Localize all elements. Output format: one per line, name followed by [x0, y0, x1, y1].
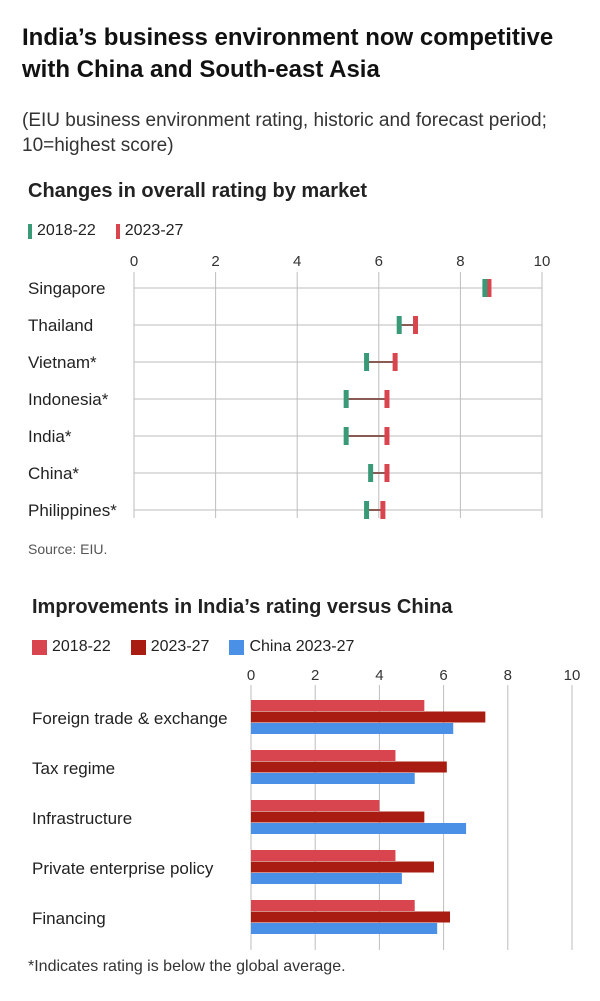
marker-2018-22: [396, 316, 402, 334]
category-label: Vietnam*: [28, 353, 97, 372]
chart2-title: Improvements in India’s rating versus Ch…: [32, 596, 453, 618]
x-tick-label: 4: [293, 253, 301, 270]
bar-2018-22: [251, 800, 380, 811]
marker-2018-22: [482, 279, 488, 297]
category-label: Infrastructure: [32, 809, 132, 828]
page-title: India’s business environment now competi…: [22, 24, 554, 83]
bar-2023-27: [251, 811, 425, 823]
legend-label: 2018-22: [52, 638, 111, 655]
marker-2018-22: [364, 353, 370, 371]
category-label: Financing: [32, 909, 106, 928]
chart2-legend: 2018-22 2023-27 China 2023-27: [32, 638, 354, 656]
chart1-legend-item-2023: 2023-27: [115, 222, 184, 240]
x-tick-label: 2: [311, 667, 319, 684]
bar-china-2023-27: [251, 923, 438, 934]
category-label: Singapore: [28, 279, 106, 298]
x-tick-label: 8: [504, 667, 512, 684]
footnote: *Indicates rating is below the global av…: [28, 958, 346, 975]
bar-2018-22: [251, 750, 396, 761]
legend-swatch-green: [28, 223, 32, 239]
marker-2018-22: [364, 501, 370, 519]
chart1-legend: 2018-22 2023-27: [28, 222, 183, 240]
x-tick-label: 4: [375, 667, 383, 684]
category-label: Private enterprise policy: [32, 859, 214, 878]
bar-china-2023-27: [251, 823, 467, 834]
bar-2023-27: [251, 911, 451, 923]
legend-label: 2023-27: [150, 638, 210, 655]
legend-swatch-red: [32, 639, 47, 655]
legend-swatch-red: [115, 223, 120, 239]
page-subtitle: (EIU business environment rating, histor…: [22, 110, 547, 156]
chart1-legend-item-2018: 2018-22: [28, 222, 96, 240]
x-tick-label: 0: [130, 253, 138, 270]
marker-2018-22: [343, 390, 349, 408]
category-label: Philippines*: [28, 501, 117, 520]
bar-chart: 0 2 4 6 8 10 Foreign trade & exchange Tax regim…: [32, 667, 581, 950]
marker-2023-27: [392, 353, 398, 371]
x-tick-label: 0: [247, 667, 255, 684]
marker-2018-22: [368, 464, 374, 482]
legend-label: 2023-27: [124, 222, 184, 239]
marker-2023-27: [384, 427, 390, 445]
chart2-legend-item-china: China 2023-27: [229, 638, 354, 656]
category-label: Tax regime: [32, 759, 115, 778]
category-label: Thailand: [28, 316, 93, 335]
marker-2023-27: [384, 390, 390, 408]
bar-china-2023-27: [251, 723, 454, 734]
chart2-legend-item-2023: 2023-27: [130, 638, 210, 656]
marker-2023-27: [380, 501, 386, 519]
marker-2023-27: [413, 316, 419, 334]
x-tick-label: 10: [564, 667, 581, 684]
bar-2018-22: [251, 900, 415, 911]
chart1-title: Changes in overall rating by market: [28, 180, 367, 202]
legend-label: 2018-22: [37, 222, 96, 239]
bar-2023-27: [251, 761, 447, 773]
category-label: China*: [28, 464, 79, 483]
dumbbell-chart: 0 2 4 6 8 10 Singapore Thailand Vietnam* Indonesi…: [28, 253, 551, 520]
bar-2018-22: [251, 850, 396, 861]
marker-2023-27: [384, 464, 390, 482]
x-tick-label: 8: [456, 253, 464, 270]
x-tick-label: 10: [534, 253, 551, 270]
x-tick-label: 6: [439, 667, 447, 684]
bar-2018-22: [251, 700, 425, 711]
source-note: Source: EIU.: [28, 541, 108, 557]
category-label: Foreign trade & exchange: [32, 709, 228, 728]
x-tick-label: 2: [211, 253, 219, 270]
bar-china-2023-27: [251, 773, 415, 784]
x-tick-label: 6: [375, 253, 383, 270]
legend-swatch-dark-red: [130, 639, 146, 655]
chart2-legend-item-2018: 2018-22: [32, 638, 111, 656]
bar-china-2023-27: [251, 873, 402, 884]
bar-2023-27: [251, 711, 486, 723]
marker-2023-27: [486, 279, 492, 297]
category-label: Indonesia*: [28, 390, 109, 409]
category-label: India*: [28, 427, 72, 446]
legend-label: China 2023-27: [249, 638, 355, 655]
legend-swatch-blue: [229, 639, 245, 655]
bar-2023-27: [251, 861, 434, 873]
marker-2018-22: [343, 427, 349, 445]
